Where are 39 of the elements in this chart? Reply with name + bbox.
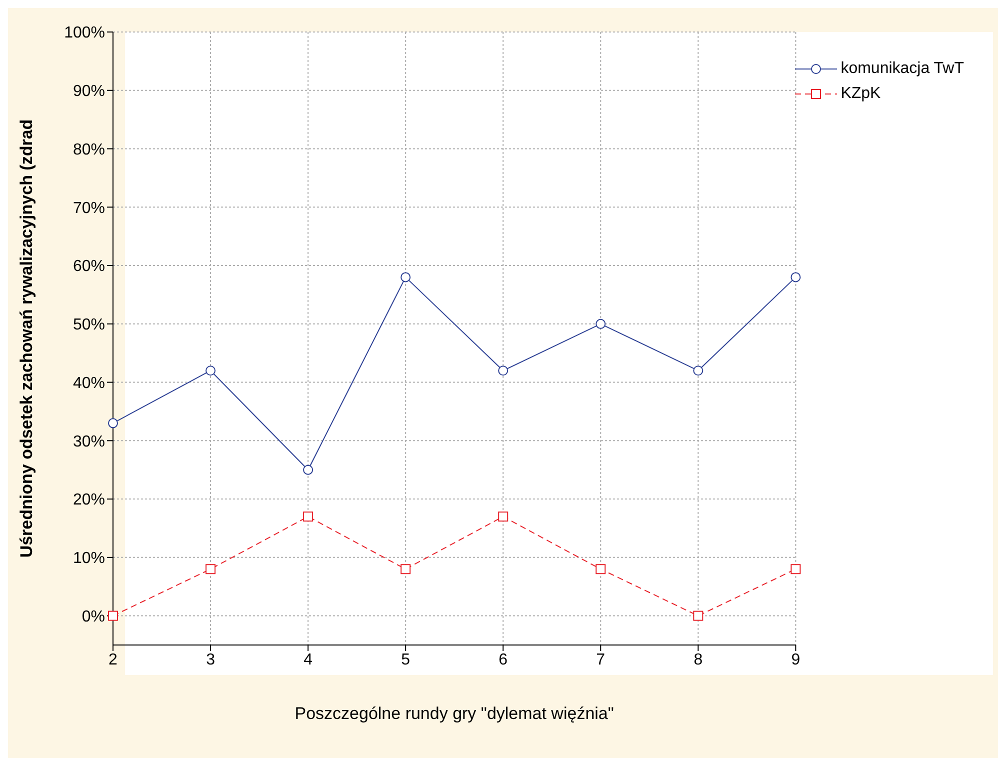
point (303, 464, 314, 475)
y-tick-label: 90% (72, 83, 105, 100)
x-tick-label: 2 (108, 651, 118, 668)
point (400, 564, 411, 574)
point (498, 512, 508, 522)
y-tick-label: 100% (64, 24, 105, 42)
y-tick-label: 30% (72, 433, 105, 450)
legend-label: komunikacja TwT (840, 60, 964, 78)
point (498, 366, 508, 376)
x-tick-label: 5 (401, 651, 410, 668)
y-tick-label: 0% (82, 608, 105, 626)
point (303, 512, 314, 522)
x-tick-label: 3 (206, 651, 216, 668)
x-tick-label: 7 (596, 651, 606, 668)
x-axis-title: Poszczególne rundy gry "dylemat więźnia" (294, 704, 614, 723)
x-tick-label: 4 (304, 651, 313, 668)
legend-label: KZpK (840, 84, 881, 102)
y-tick-label: 40% (72, 374, 105, 392)
x-tick-label: 8 (694, 651, 703, 668)
point (400, 272, 411, 282)
point (596, 318, 606, 329)
x-tick-label: 9 (791, 651, 800, 668)
point (790, 564, 801, 574)
point (108, 418, 118, 428)
point (693, 366, 704, 376)
y-tick-label: 60% (72, 258, 105, 276)
y-tick-label: 70% (72, 200, 105, 217)
point (790, 272, 801, 282)
y-tick-label: 20% (72, 492, 105, 509)
point (596, 564, 606, 574)
point (108, 610, 118, 621)
point (693, 610, 704, 621)
point (206, 366, 216, 376)
x-tick-label: 6 (498, 651, 508, 668)
y-tick-label: 80% (72, 141, 105, 158)
y-tick-label: 10% (72, 550, 105, 568)
y-tick-label: 50% (72, 316, 105, 334)
point (206, 564, 216, 574)
y-axis-title: Uśredniony odsetek zachowań rywalizacyjnych (zdrad (17, 119, 36, 558)
